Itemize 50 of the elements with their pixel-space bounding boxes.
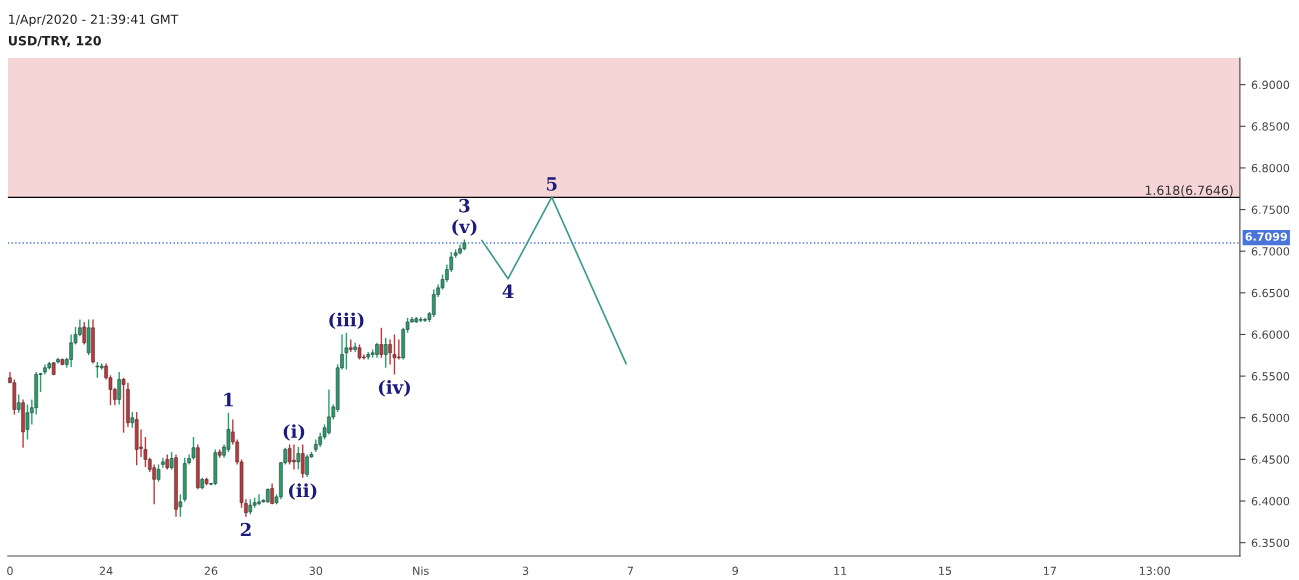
annotation: (iii) — [329, 312, 364, 330]
annotation: 2 — [240, 522, 251, 537]
annotation: 1 — [224, 392, 233, 407]
candlestick — [296, 446, 301, 471]
y-tick-label: 6.8500 — [1251, 122, 1290, 131]
x-tick-label: 3 — [522, 566, 529, 576]
annotation: 4 — [502, 284, 514, 298]
chart-subtitle: 1/Apr/2020 - 21:39:41 GMT — [9, 14, 179, 27]
x-tick-label: 15 — [939, 566, 952, 576]
chart-title: USD/TRY, 120 — [8, 35, 101, 47]
annotation: (i) — [283, 424, 305, 441]
x-tick-label: 24 — [99, 566, 113, 575]
x-tick-label: 30 — [309, 566, 323, 576]
y-tick-label: 6.5500 — [1251, 372, 1290, 381]
annotation: (ii) — [289, 483, 317, 500]
x-tick-label: 17 — [1043, 566, 1056, 575]
annotation: (v) — [452, 219, 477, 236]
y-tick-label: 6.8000 — [1251, 163, 1290, 173]
y-tick-label: 6.4000 — [1251, 497, 1290, 506]
annotation: 5 — [546, 177, 557, 191]
candlestick — [287, 443, 292, 466]
y-tick-label: 6.9000 — [1251, 80, 1290, 90]
candlestick — [379, 327, 384, 359]
candlestick — [300, 443, 305, 479]
candlestick — [431, 288, 436, 318]
x-tick-label: 0 — [7, 566, 13, 576]
annotation: (iv) — [378, 380, 410, 397]
y-tick-label: 6.4500 — [1251, 455, 1290, 464]
candlestick — [392, 333, 397, 376]
y-tick-label: 6.5000 — [1251, 413, 1290, 423]
y-tick-label: 6.3500 — [1251, 538, 1290, 548]
y-tick-label: 6.7000 — [1251, 247, 1290, 256]
x-tick-label: 11 — [834, 566, 847, 575]
x-tick-label: 13:00 — [1139, 566, 1170, 576]
annotation: 3 — [459, 198, 470, 213]
candlestick — [344, 332, 349, 371]
x-tick-label: Nis — [413, 566, 429, 576]
line-series — [481, 196, 627, 365]
y-tick-label: 6.7500 — [1251, 205, 1290, 214]
candlestick — [25, 403, 30, 441]
ref-line-label: 1.618(6.7646) — [1145, 185, 1233, 197]
candlestick — [383, 337, 388, 369]
x-tick-label: 7 — [627, 566, 633, 575]
ref-line-label: 6.7099 — [1245, 232, 1287, 241]
candlestick — [117, 371, 122, 406]
x-tick-label: 9 — [732, 566, 739, 576]
x-tick-label: 26 — [204, 566, 218, 576]
y-tick-label: 6.6000 — [1251, 330, 1290, 339]
y-tick-label: 6.6500 — [1251, 288, 1290, 298]
candlestick — [121, 377, 126, 434]
